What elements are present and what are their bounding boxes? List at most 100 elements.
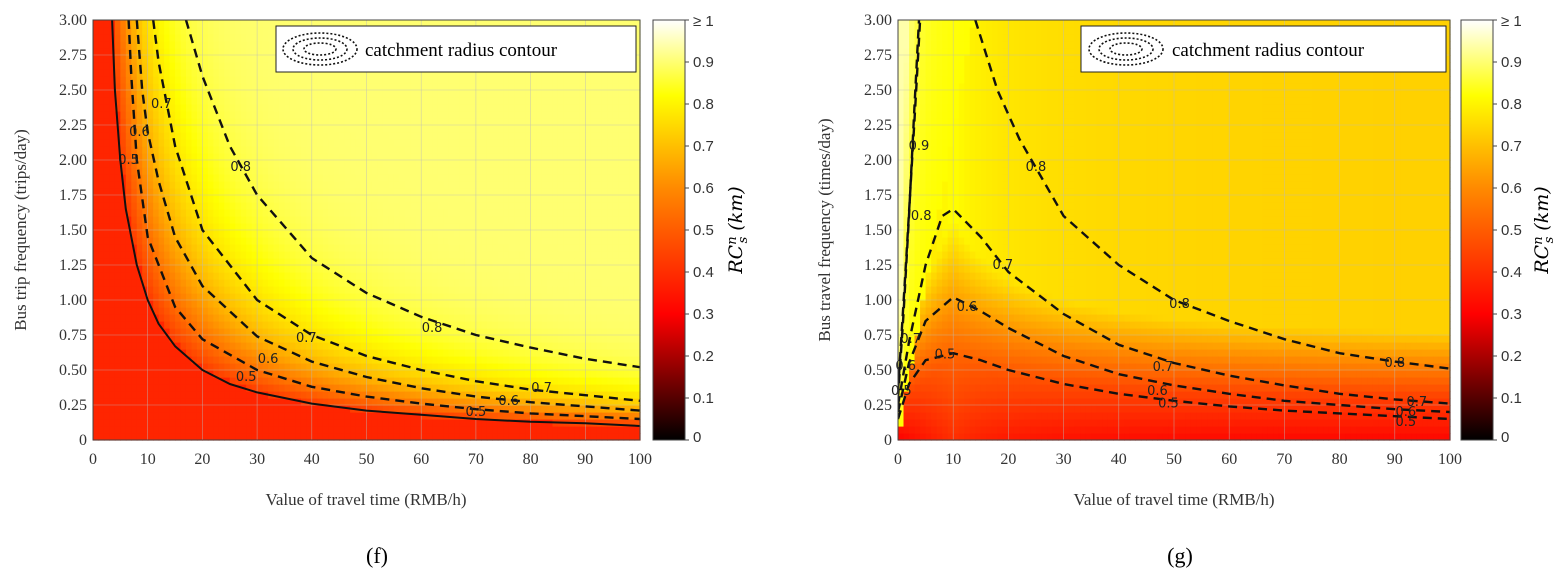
heatmap-cell [404, 405, 411, 413]
heatmap-cell [268, 230, 275, 238]
heatmap-cell [257, 209, 264, 217]
heatmap-cell [268, 335, 275, 343]
heatmap-cell [147, 216, 154, 224]
heatmap-cell [470, 321, 477, 329]
heatmap-cell [224, 69, 231, 77]
heatmap-cell [361, 97, 368, 105]
heatmap-cell [131, 195, 138, 203]
heatmap-cell [98, 83, 105, 91]
heatmap-cell [169, 251, 176, 259]
heatmap-cell [410, 286, 417, 294]
heatmap-cell [164, 321, 171, 329]
heatmap-cell [202, 153, 209, 161]
heatmap-cell [355, 258, 362, 266]
heatmap-cell [377, 279, 384, 287]
heatmap-cell [109, 321, 116, 329]
heatmap-cell [530, 160, 537, 168]
heatmap-cell [492, 188, 499, 196]
heatmap-cell [322, 118, 329, 126]
heatmap-cell [98, 209, 105, 217]
heatmap-cell [454, 286, 461, 294]
heatmap-cell [191, 167, 198, 175]
heatmap-cell [481, 272, 488, 280]
heatmap-cell [125, 405, 132, 413]
heatmap-cell [443, 230, 450, 238]
heatmap-cell [536, 363, 543, 371]
heatmap-cell [393, 412, 400, 420]
heatmap-cell [103, 363, 111, 371]
heatmap-cell [306, 167, 313, 175]
heatmap-cell [136, 76, 143, 84]
heatmap-cell [278, 216, 286, 224]
heatmap-cell [382, 412, 389, 420]
heatmap-cell [470, 230, 477, 238]
heatmap-cell [459, 272, 466, 280]
heatmap-cell [415, 69, 422, 77]
heatmap-cell [454, 370, 461, 378]
heatmap-cell [328, 328, 335, 336]
heatmap-cell [454, 118, 461, 126]
heatmap-cell [530, 118, 537, 126]
heatmap-cell [508, 202, 515, 210]
heatmap-cell [284, 97, 291, 105]
heatmap-cell [251, 321, 258, 329]
heatmap-cell [486, 118, 493, 126]
heatmap-cell [454, 293, 461, 301]
heatmap-cell [257, 55, 264, 63]
heatmap-cell [147, 97, 154, 105]
heatmap-cell [147, 20, 154, 28]
heatmap-cell [415, 195, 422, 203]
heatmap-cell [257, 90, 264, 98]
heatmap-cell [464, 111, 472, 119]
heatmap-cell [404, 153, 411, 161]
heatmap-cell [262, 69, 269, 77]
heatmap-cell [273, 265, 280, 273]
heatmap-cell [202, 111, 209, 119]
heatmap-cell [131, 90, 138, 98]
heatmap-cell [311, 20, 318, 28]
heatmap-cell [257, 349, 264, 357]
heatmap-cell [224, 244, 231, 252]
heatmap-cell [377, 384, 384, 392]
heatmap-cell [486, 307, 493, 315]
heatmap-cell [251, 83, 258, 91]
heatmap-cell [530, 90, 537, 98]
heatmap-cell [240, 76, 247, 84]
heatmap-cell [410, 370, 417, 378]
heatmap-cell [503, 69, 510, 77]
heatmap-cell [536, 20, 543, 28]
heatmap-cell [333, 188, 340, 196]
heatmap-cell [421, 349, 428, 357]
heatmap-cell [432, 174, 439, 182]
heatmap-cell [180, 300, 187, 308]
heatmap-cell [454, 237, 461, 245]
heatmap-cell [185, 48, 193, 56]
heatmap-cell [322, 139, 329, 147]
heatmap-cell [328, 202, 335, 210]
heatmap-cell [229, 48, 236, 56]
heatmap-cell [185, 356, 193, 364]
heatmap-cell [289, 20, 296, 28]
heatmap-cell [371, 405, 379, 413]
heatmap-cell [158, 195, 165, 203]
heatmap-cell [503, 216, 510, 224]
heatmap-cell [525, 104, 532, 112]
heatmap-cell [475, 307, 482, 315]
heatmap-cell [454, 174, 461, 182]
heatmap-cell [481, 90, 488, 98]
heatmap-cell [448, 118, 455, 126]
heatmap-cell [415, 412, 422, 420]
heatmap-cell [300, 412, 307, 420]
heatmap-cell [136, 370, 143, 378]
heatmap-cell [147, 377, 154, 385]
heatmap-cell [437, 307, 444, 315]
heatmap-cell [382, 230, 389, 238]
heatmap-cell [114, 202, 121, 210]
heatmap-cell [295, 216, 302, 224]
heatmap-cell [213, 356, 220, 364]
heatmap-cell [284, 279, 291, 287]
heatmap-cell [196, 328, 203, 336]
heatmap-cell [164, 62, 171, 70]
heatmap-cell [371, 391, 379, 399]
heatmap-cell [481, 279, 488, 287]
